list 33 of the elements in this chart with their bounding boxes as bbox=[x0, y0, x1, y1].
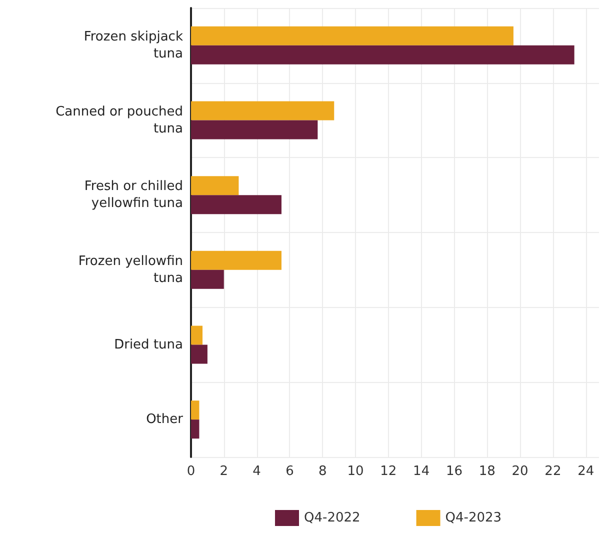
y-tick-label: Canned or pouched tuna bbox=[56, 104, 183, 136]
y-tick-label: Frozen yellowfin tuna bbox=[78, 254, 183, 286]
bar bbox=[191, 400, 200, 420]
bar bbox=[191, 344, 208, 364]
bar bbox=[191, 270, 224, 289]
bar bbox=[191, 45, 574, 64]
bar bbox=[191, 26, 514, 46]
x-tick-label: 18 bbox=[478, 464, 496, 479]
x-tick-label: 4 bbox=[252, 464, 261, 479]
legend-label: Q4-2022 bbox=[304, 510, 360, 526]
x-tick-label: 12 bbox=[380, 464, 397, 479]
x-tick-label: 20 bbox=[512, 464, 528, 479]
bar bbox=[191, 195, 282, 214]
x-tick-label: 0 bbox=[186, 464, 196, 479]
x-tick-label: 10 bbox=[347, 464, 364, 479]
legend-label: Q4-2023 bbox=[445, 510, 502, 526]
bar bbox=[191, 420, 200, 439]
x-tick-label: 22 bbox=[544, 464, 562, 479]
x-tick-label: 14 bbox=[413, 464, 430, 479]
y-tick-label: Dried tuna bbox=[114, 337, 183, 352]
y-tick-label: Frozen skipjack tuna bbox=[84, 29, 184, 62]
bar bbox=[191, 101, 334, 120]
bar bbox=[191, 250, 282, 270]
bar bbox=[191, 326, 203, 345]
bar bbox=[191, 176, 239, 196]
x-tick-label: 2 bbox=[220, 464, 228, 479]
y-tick-label: Other bbox=[146, 412, 184, 428]
x-tick-label: 24 bbox=[578, 464, 594, 479]
x-tick-label: 8 bbox=[318, 464, 327, 479]
x-tick-label: 6 bbox=[286, 464, 294, 479]
bar bbox=[191, 120, 318, 140]
x-tick-label: 16 bbox=[446, 464, 462, 479]
y-tick-label: Fresh or chilled yellowfin tuna bbox=[84, 179, 183, 212]
